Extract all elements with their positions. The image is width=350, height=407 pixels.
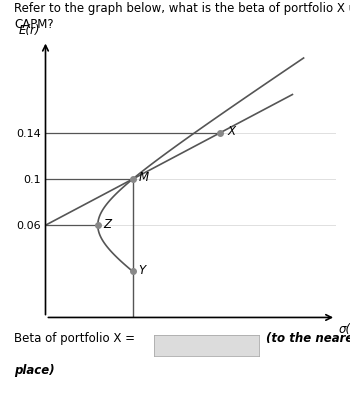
- Text: X: X: [227, 125, 235, 138]
- Text: Y: Y: [138, 264, 145, 277]
- Text: E(r): E(r): [18, 24, 40, 37]
- Text: Beta of portfolio X =: Beta of portfolio X =: [14, 332, 135, 345]
- Text: Refer to the graph below, what is the beta of portfolio X under: Refer to the graph below, what is the be…: [14, 2, 350, 15]
- Text: place): place): [14, 364, 55, 377]
- Text: CAPM?: CAPM?: [14, 18, 54, 31]
- Text: σ(r): σ(r): [339, 323, 350, 336]
- Text: Z: Z: [103, 217, 111, 230]
- Text: (to the nearest 1 decimal: (to the nearest 1 decimal: [266, 332, 350, 345]
- Text: M: M: [139, 171, 149, 184]
